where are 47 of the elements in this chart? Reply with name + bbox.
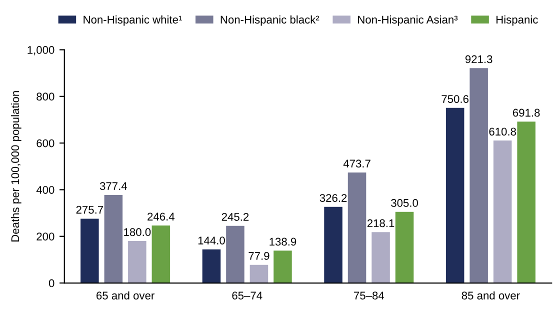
y-tick-label: 200 <box>36 232 54 240</box>
legend-label: Hispanic <box>496 15 538 26</box>
data-label: 377.4 <box>100 182 128 190</box>
bar <box>250 264 268 284</box>
data-label: 691.8 <box>512 108 540 117</box>
y-tick-label: 600 <box>36 139 54 148</box>
bar <box>372 232 390 284</box>
data-label: 473.7 <box>343 160 370 168</box>
x-tick-label: 65–74 <box>232 292 262 300</box>
data-label: 77.9 <box>248 252 270 260</box>
data-label: 921.3 <box>465 55 492 64</box>
x-tick-label: 75–84 <box>354 292 384 300</box>
bar <box>104 194 123 284</box>
y-tick-label: 800 <box>36 92 54 101</box>
data-label: 138.9 <box>270 238 296 246</box>
data-label: 610.8 <box>489 128 516 136</box>
bar <box>202 249 221 284</box>
data-label: 326.2 <box>320 194 347 202</box>
bar <box>324 206 342 284</box>
bar <box>152 226 170 284</box>
data-label: 218.1 <box>367 219 394 228</box>
y-axis-title: Deaths per 100,000 population <box>10 91 22 242</box>
data-label: 245.2 <box>222 212 249 221</box>
bar <box>517 122 536 284</box>
bar <box>226 226 244 284</box>
data-label: 750.6 <box>442 95 468 103</box>
bar <box>470 68 488 284</box>
x-tick-label: 85 and over <box>462 291 520 300</box>
bar <box>395 212 414 284</box>
data-label: 180.0 <box>124 228 151 236</box>
y-tick-label: 0 <box>48 279 54 288</box>
data-label: 275.7 <box>76 206 104 214</box>
bar <box>446 108 464 284</box>
legend-label: Non-Hispanic black² <box>220 15 320 26</box>
x-tick-label: 65 and over <box>96 291 154 300</box>
bar <box>128 241 146 284</box>
data-label: 144.0 <box>198 236 225 244</box>
bar <box>274 250 292 284</box>
data-label: 246.4 <box>148 212 175 221</box>
bar <box>80 218 99 284</box>
y-tick-label: 1,000 <box>28 46 54 56</box>
bar <box>348 172 366 284</box>
data-label: 305.0 <box>391 199 418 207</box>
legend-label: Non-Hispanic white¹ <box>84 15 182 26</box>
legend-label: Non-Hispanic Asian³ <box>358 15 458 26</box>
y-tick-label: 400 <box>36 186 54 194</box>
bar <box>493 140 512 284</box>
